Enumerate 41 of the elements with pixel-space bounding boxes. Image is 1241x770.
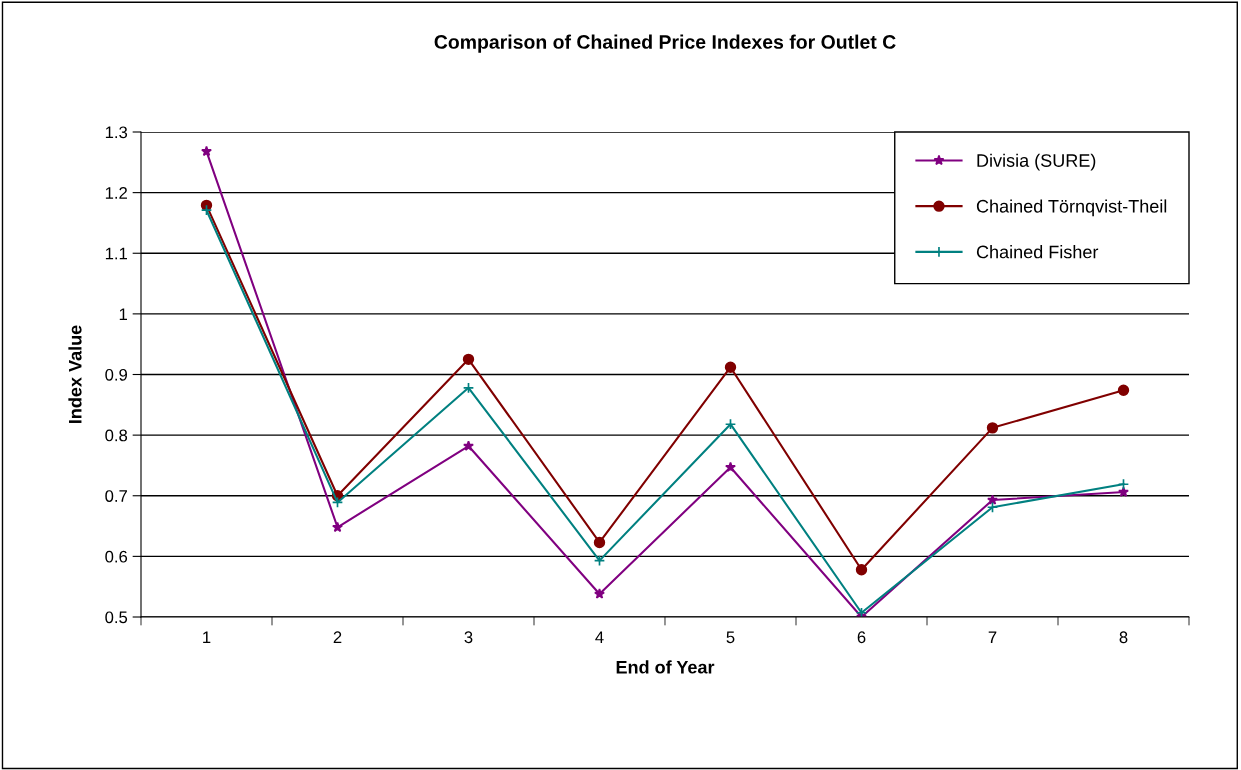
y-tick-label: 0.6 xyxy=(105,550,128,563)
point xyxy=(986,501,999,513)
point xyxy=(725,461,736,473)
y-tick-label: 0.5 xyxy=(105,611,128,624)
point xyxy=(855,564,868,576)
point xyxy=(462,353,475,366)
legend-label: Chained Fisher xyxy=(976,245,1099,259)
point xyxy=(200,204,213,216)
point xyxy=(462,382,475,394)
y-tick-label: 1.3 xyxy=(105,126,128,139)
point xyxy=(593,536,606,549)
point xyxy=(201,145,212,157)
x-tick-label: 8 xyxy=(1119,631,1128,644)
y-tick-label: 0.8 xyxy=(105,429,128,442)
point xyxy=(724,361,737,373)
x-tick-label: 4 xyxy=(595,631,604,643)
chart-title: Comparison of Chained Price Indexes for Outlet C xyxy=(434,34,896,53)
point xyxy=(331,496,344,509)
point xyxy=(855,607,868,617)
y-tick-label: 1 xyxy=(119,308,127,320)
y-tick-label: 1.2 xyxy=(105,187,127,199)
x-tick-label: 5 xyxy=(726,631,735,644)
x-tick-label: 1 xyxy=(203,631,211,643)
point xyxy=(1117,478,1130,490)
x-axis-title: End of Year xyxy=(616,660,715,674)
point xyxy=(1117,384,1130,396)
y-tick-label: 0.7 xyxy=(105,490,127,502)
point xyxy=(724,418,737,430)
point xyxy=(594,588,605,599)
x-tick-label: 3 xyxy=(464,631,473,644)
y-tick-label: 0.9 xyxy=(105,368,128,381)
x-tick-label: 7 xyxy=(988,631,997,643)
point xyxy=(332,521,343,533)
point xyxy=(593,554,606,567)
x-tick-label: 6 xyxy=(857,631,866,644)
y-axis-title: Index Value xyxy=(68,325,82,423)
legend-label: Chained Törnqvist-Theil xyxy=(976,199,1167,217)
y-tick-label: 1.1 xyxy=(105,247,127,260)
legend-label: Divisia (SURE) xyxy=(977,153,1096,171)
x-tick-label: 2 xyxy=(333,631,342,643)
point xyxy=(986,422,999,434)
